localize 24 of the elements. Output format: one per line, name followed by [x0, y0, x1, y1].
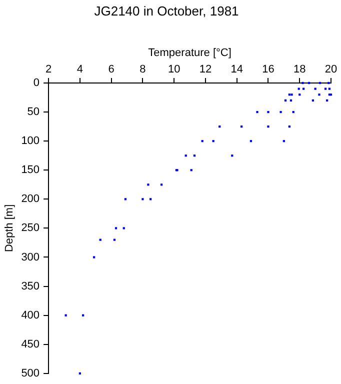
y-tick-label: 400: [21, 309, 40, 322]
y-tick-label: 450: [21, 338, 40, 350]
x-tick-label: 8: [140, 63, 146, 76]
x-tick-label: 12: [199, 63, 212, 76]
y-tick-label: 500: [21, 367, 40, 380]
y-tick-label: 250: [21, 222, 40, 234]
y-tick-label: 0: [33, 77, 40, 90]
x-tick-label: 14: [230, 63, 243, 76]
x-tick-label: 10: [168, 63, 180, 76]
y-tick-label: 100: [21, 135, 40, 148]
y-tick-label: 200: [21, 193, 40, 206]
y-axis-title: Depth [m]: [4, 204, 16, 252]
y-tick-label: 300: [21, 251, 40, 264]
x-tick-label: 4: [76, 63, 83, 76]
x-axis-title: Temperature [°C]: [148, 47, 232, 60]
y-tick-label: 50: [27, 106, 40, 118]
x-tick-label: 20: [324, 63, 338, 76]
x-tick-label: 2: [45, 63, 52, 76]
chart-title: JG2140 in October, 1981: [94, 3, 239, 18]
y-tick-label: 150: [21, 164, 40, 176]
x-tick-label: 16: [262, 63, 274, 76]
x-tick-label: 18: [293, 63, 306, 76]
y-tick-label: 350: [21, 280, 40, 292]
x-tick-label: 6: [108, 63, 114, 76]
